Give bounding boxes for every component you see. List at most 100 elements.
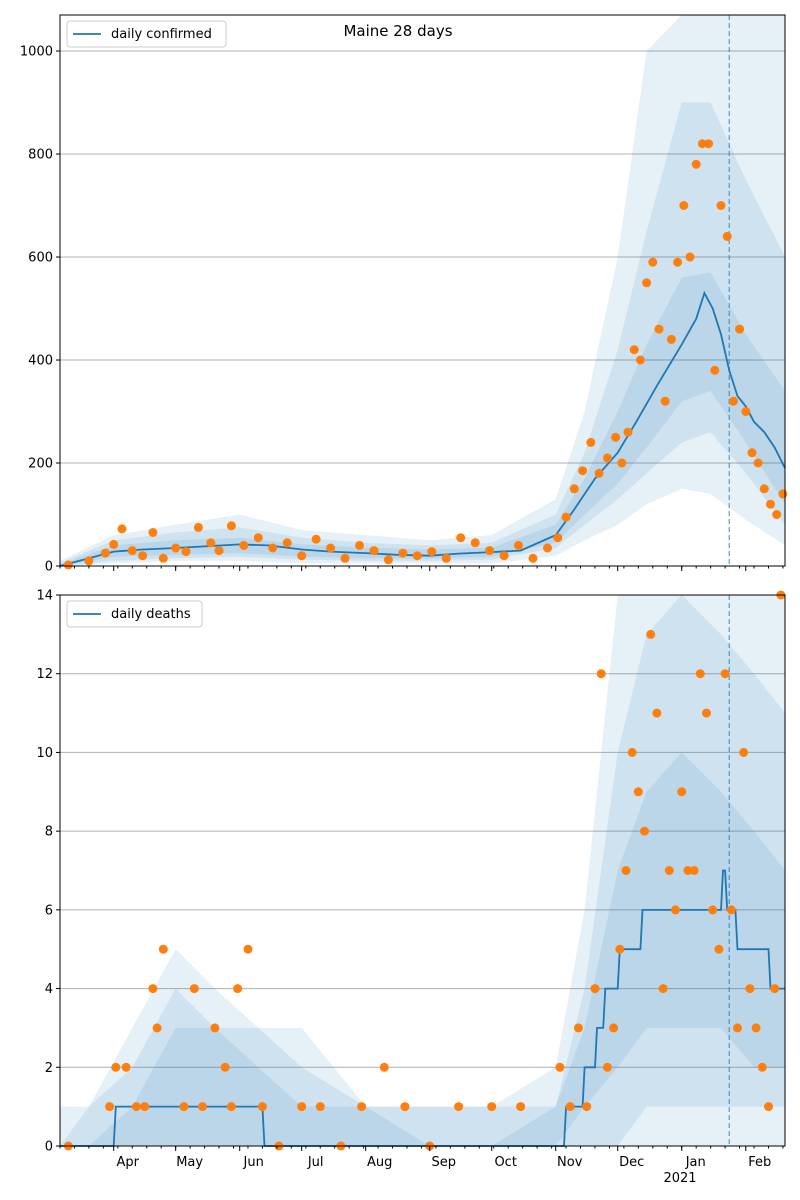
deaths-data-point xyxy=(131,1102,141,1112)
deaths-data-point xyxy=(454,1102,464,1112)
deaths-data-point xyxy=(590,984,600,994)
deaths-data-point xyxy=(695,669,705,679)
x-tick-label: Aug xyxy=(367,1155,392,1170)
confirmed-data-point xyxy=(171,543,181,553)
confirmed-data-point xyxy=(660,396,670,406)
deaths-data-point xyxy=(573,1023,583,1033)
confirmed-data-point xyxy=(543,543,552,553)
deaths-data-point xyxy=(555,1062,565,1072)
confirmed-data-point xyxy=(759,484,769,494)
confirmed-data-point xyxy=(398,548,408,558)
confirmed-data-point xyxy=(117,524,127,534)
confirmed-data-point xyxy=(561,512,571,522)
deaths-data-point xyxy=(233,984,243,994)
confirmed-data-point xyxy=(181,547,191,557)
year-label: 2021 xyxy=(663,1171,696,1186)
deaths-data-point xyxy=(226,1102,236,1112)
deaths-data-point xyxy=(140,1102,150,1112)
confirmed-data-point xyxy=(499,551,509,561)
deaths-data-point xyxy=(689,866,699,875)
deaths-axes-frame xyxy=(59,594,786,1147)
deaths-data-point xyxy=(726,905,736,915)
deaths-data-point xyxy=(379,1062,389,1072)
deaths-grid xyxy=(60,594,785,1068)
confirmed-data-point xyxy=(528,553,538,563)
confirmed-data-point xyxy=(673,257,683,267)
confirmed-data-point xyxy=(594,468,604,478)
x-tick-label: Feb xyxy=(748,1155,771,1170)
deaths-data-point xyxy=(148,984,158,994)
confirmed-data-point xyxy=(193,522,203,532)
confirmed-data-point xyxy=(728,396,738,406)
confirmed-y-tick-label: 800 xyxy=(28,148,53,163)
confirmed-data-point xyxy=(654,324,664,334)
deaths-data-point xyxy=(733,1023,742,1033)
deaths-data-point xyxy=(400,1102,410,1112)
confirmed-data-point xyxy=(623,427,633,437)
deaths-uncertainty-bands xyxy=(60,595,785,1146)
confirmed-data-point xyxy=(710,365,720,375)
deaths-band xyxy=(60,752,785,1146)
confirmed-data-point xyxy=(470,538,480,548)
deaths-data-point xyxy=(210,1023,220,1033)
confirmed-data-point xyxy=(226,521,236,531)
confirmed-data-point xyxy=(311,534,321,544)
confirmed-data-point xyxy=(109,539,119,549)
deaths-data-point xyxy=(677,787,687,797)
confirmed-data-point xyxy=(456,533,466,543)
confirmed-data-point xyxy=(127,546,137,556)
confirmed-data-point xyxy=(553,533,563,543)
x-tick-label: Jul xyxy=(307,1155,324,1170)
confirmed-data-point xyxy=(753,458,763,468)
deaths-data-point xyxy=(757,1062,767,1072)
deaths-legend-box xyxy=(66,600,203,628)
confirmed-data-point xyxy=(772,510,782,519)
confirmed-data-point xyxy=(383,555,393,565)
deaths-data-point xyxy=(714,944,724,954)
deaths-y-tick-label: 4 xyxy=(45,982,53,997)
confirmed-data-point xyxy=(148,528,158,537)
deaths-y-tick-label: 6 xyxy=(45,903,53,918)
deaths-data-point xyxy=(158,944,168,954)
confirmed-title: Maine 28 days xyxy=(343,22,452,40)
deaths-data-point xyxy=(582,1102,592,1112)
confirmed-y-tick-label: 400 xyxy=(28,354,53,369)
deaths-legend-label: daily deaths xyxy=(111,607,191,622)
deaths-data-point xyxy=(646,629,656,639)
confirmed-data-point xyxy=(586,437,596,447)
deaths-data-point xyxy=(220,1062,230,1072)
confirmed-data-point xyxy=(685,252,695,262)
confirmed-data-point xyxy=(697,139,707,149)
confirmed-data-point xyxy=(617,458,627,468)
deaths-data-point xyxy=(720,669,730,679)
confirmed-data-point xyxy=(340,553,350,563)
x-tick-label: May xyxy=(176,1155,203,1170)
deaths-data-point xyxy=(751,1023,761,1033)
confirmed-data-point xyxy=(282,538,292,548)
deaths-data-point xyxy=(602,1062,612,1072)
deaths-data-point xyxy=(111,1062,121,1072)
deaths-data-point xyxy=(297,1102,307,1112)
confirmed-y-tick-label: 1000 xyxy=(20,45,53,60)
confirmed-data-point xyxy=(735,324,745,334)
confirmed-data-point xyxy=(297,551,307,561)
confirmed-data-point xyxy=(629,345,639,355)
deaths-y-tick-label: 2 xyxy=(45,1061,53,1076)
confirmed-legend: daily confirmed xyxy=(66,20,227,48)
deaths-data-point xyxy=(596,669,606,679)
deaths-data-point xyxy=(708,905,718,915)
confirmed-uncertainty-bands xyxy=(60,15,785,566)
deaths-data-point xyxy=(683,866,693,875)
x-tick-label: Nov xyxy=(557,1155,583,1170)
confirmed-legend-label: daily confirmed xyxy=(111,27,212,42)
confirmed-data-point xyxy=(679,201,689,210)
deaths-data-point xyxy=(609,1023,619,1033)
deaths-data-point xyxy=(198,1102,207,1112)
deaths-data-point xyxy=(739,747,749,757)
confirmed-y-tick-label: 200 xyxy=(28,457,53,472)
deaths-data-point xyxy=(615,944,625,954)
deaths-data-point xyxy=(658,984,668,994)
confirmed-data-point xyxy=(239,540,249,550)
confirmed-data-point xyxy=(441,553,451,563)
